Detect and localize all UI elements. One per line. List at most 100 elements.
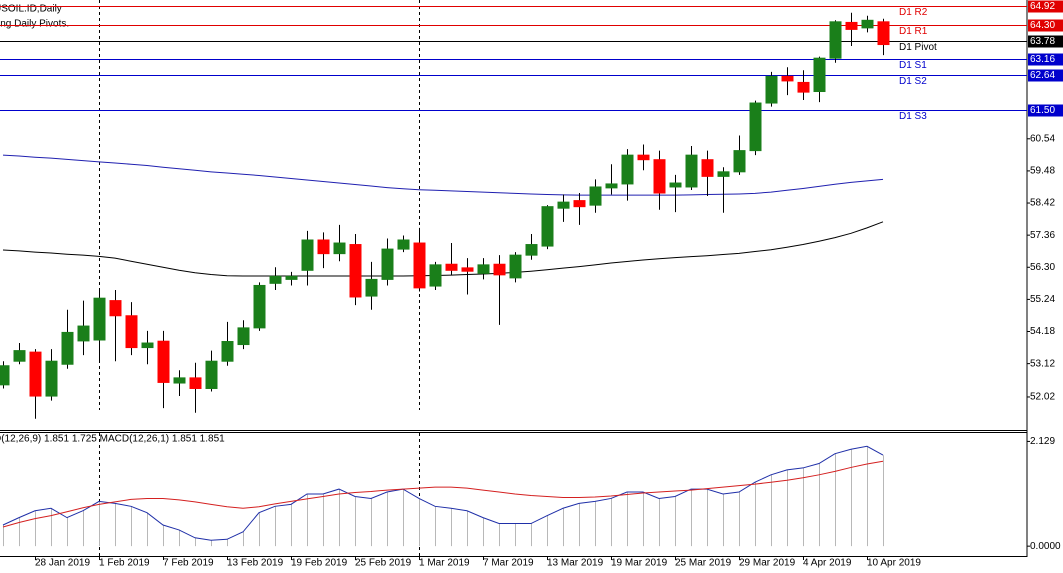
- macd-line: [2, 445, 884, 541]
- candle-body: [733, 150, 746, 173]
- candle-body: [349, 244, 362, 298]
- y-tick-label: 55.24: [1030, 294, 1055, 305]
- candle-body: [269, 275, 282, 284]
- macd-title: D(12,26,9) 1.851 1.725 MACD(12,26,1) 1.8…: [0, 434, 225, 445]
- x-tick-label: 25 Feb 2019: [355, 558, 412, 569]
- candle-body: [589, 186, 602, 206]
- y-tick-label: 56.30: [1030, 262, 1055, 273]
- candle-body: [765, 75, 778, 104]
- candle-body: [557, 201, 570, 209]
- candle-body: [13, 350, 26, 362]
- y-tick-label: 52.02: [1030, 392, 1055, 403]
- candle-body: [157, 340, 170, 383]
- pivot-name: D1 S3: [899, 111, 927, 122]
- candle-body: [141, 342, 154, 349]
- candle-body: [413, 242, 426, 289]
- candle-body: [285, 275, 298, 280]
- candle-body: [77, 325, 90, 342]
- pivot-price-box: [1028, 53, 1063, 66]
- candle-body: [333, 242, 346, 255]
- x-tick-label: 19 Mar 2019: [611, 558, 668, 569]
- y-tick-label: 53.12: [1030, 358, 1055, 369]
- candle-body: [813, 57, 826, 93]
- y-tick-label: 57.36: [1030, 230, 1055, 241]
- candle-body: [365, 278, 378, 297]
- candle-body: [301, 239, 314, 271]
- pivot-price-label: 61.50: [1030, 105, 1055, 116]
- candle-body: [109, 300, 122, 317]
- candle-body: [797, 81, 810, 93]
- candle-body: [189, 377, 202, 389]
- candle-body: [253, 284, 266, 329]
- moving-average: [2, 221, 884, 277]
- candle-body: [477, 264, 490, 274]
- x-tick-label: 1 Mar 2019: [419, 558, 470, 569]
- candle-body: [61, 331, 74, 365]
- candle-body: [493, 263, 506, 276]
- candle-body: [0, 365, 10, 386]
- candle-body: [621, 154, 634, 185]
- y-tick-label: 54.18: [1030, 326, 1055, 337]
- y-tick-label: 2.129: [1030, 436, 1055, 447]
- x-tick-label: 19 Feb 2019: [291, 558, 348, 569]
- candle-body: [205, 360, 218, 389]
- pivot-price-box: [1028, 35, 1063, 48]
- candle-body: [781, 75, 794, 82]
- candle-body: [397, 239, 410, 250]
- pivot-name: D1 S2: [899, 76, 927, 87]
- moving-average: [2, 154, 884, 196]
- candle-body: [525, 244, 538, 256]
- candle-body: [93, 297, 106, 341]
- pivot-price-label: 63.16: [1030, 54, 1055, 65]
- candle-body: [317, 239, 330, 255]
- candle-body: [445, 263, 458, 271]
- candle-body: [701, 159, 714, 177]
- x-tick-label: 1 Feb 2019: [99, 558, 150, 569]
- candle-body: [845, 21, 858, 30]
- pivot-price-box: [1028, 69, 1063, 82]
- candle-body: [653, 159, 666, 194]
- candle-body: [237, 327, 250, 346]
- candle-body: [877, 21, 890, 46]
- pivot-price-label: 62.64: [1030, 70, 1055, 81]
- candle-body: [669, 182, 682, 188]
- x-tick-label: 10 Apr 2019: [867, 558, 921, 569]
- pivot-name: D1 S1: [899, 60, 927, 71]
- x-tick-label: 4 Apr 2019: [803, 558, 852, 569]
- candle-body: [45, 360, 58, 397]
- x-tick-label: 7 Feb 2019: [163, 558, 214, 569]
- candle-body: [173, 377, 186, 384]
- pivot-price-label: 64.92: [1030, 1, 1055, 12]
- y-tick-label: 58.42: [1030, 198, 1055, 209]
- candle-body: [125, 315, 138, 349]
- y-tick-label: 59.48: [1030, 166, 1055, 177]
- pivot-name: D1 R2: [899, 7, 928, 18]
- y-tick-label: 60.54: [1030, 133, 1055, 144]
- x-tick-label: 13 Feb 2019: [227, 558, 284, 569]
- macd-line: [2, 460, 884, 528]
- candle-body: [541, 206, 554, 247]
- candle-body: [381, 248, 394, 280]
- candle-body: [29, 351, 42, 397]
- pivot-name: D1 Pivot: [899, 42, 937, 53]
- candle-body: [685, 154, 698, 188]
- candle-body: [461, 267, 474, 272]
- x-tick-label: 13 Mar 2019: [547, 558, 604, 569]
- candle-body: [717, 171, 730, 177]
- pivot-name: D1 R1: [899, 26, 928, 37]
- pivot-price-label: 64.30: [1030, 20, 1055, 31]
- x-tick-label: 29 Mar 2019: [739, 558, 796, 569]
- x-tick-label: 25 Mar 2019: [675, 558, 732, 569]
- candle-body: [573, 200, 586, 208]
- pivot-price-box: [1028, 104, 1063, 117]
- candle-body: [221, 341, 234, 362]
- candle-body: [861, 19, 874, 29]
- candle-body: [605, 183, 618, 189]
- candle-body: [749, 102, 762, 152]
- indicator-title: ing Daily Pivots.: [0, 19, 69, 30]
- candle-body: [429, 264, 442, 287]
- chart-title: USOIL.ID,Daily: [0, 4, 62, 15]
